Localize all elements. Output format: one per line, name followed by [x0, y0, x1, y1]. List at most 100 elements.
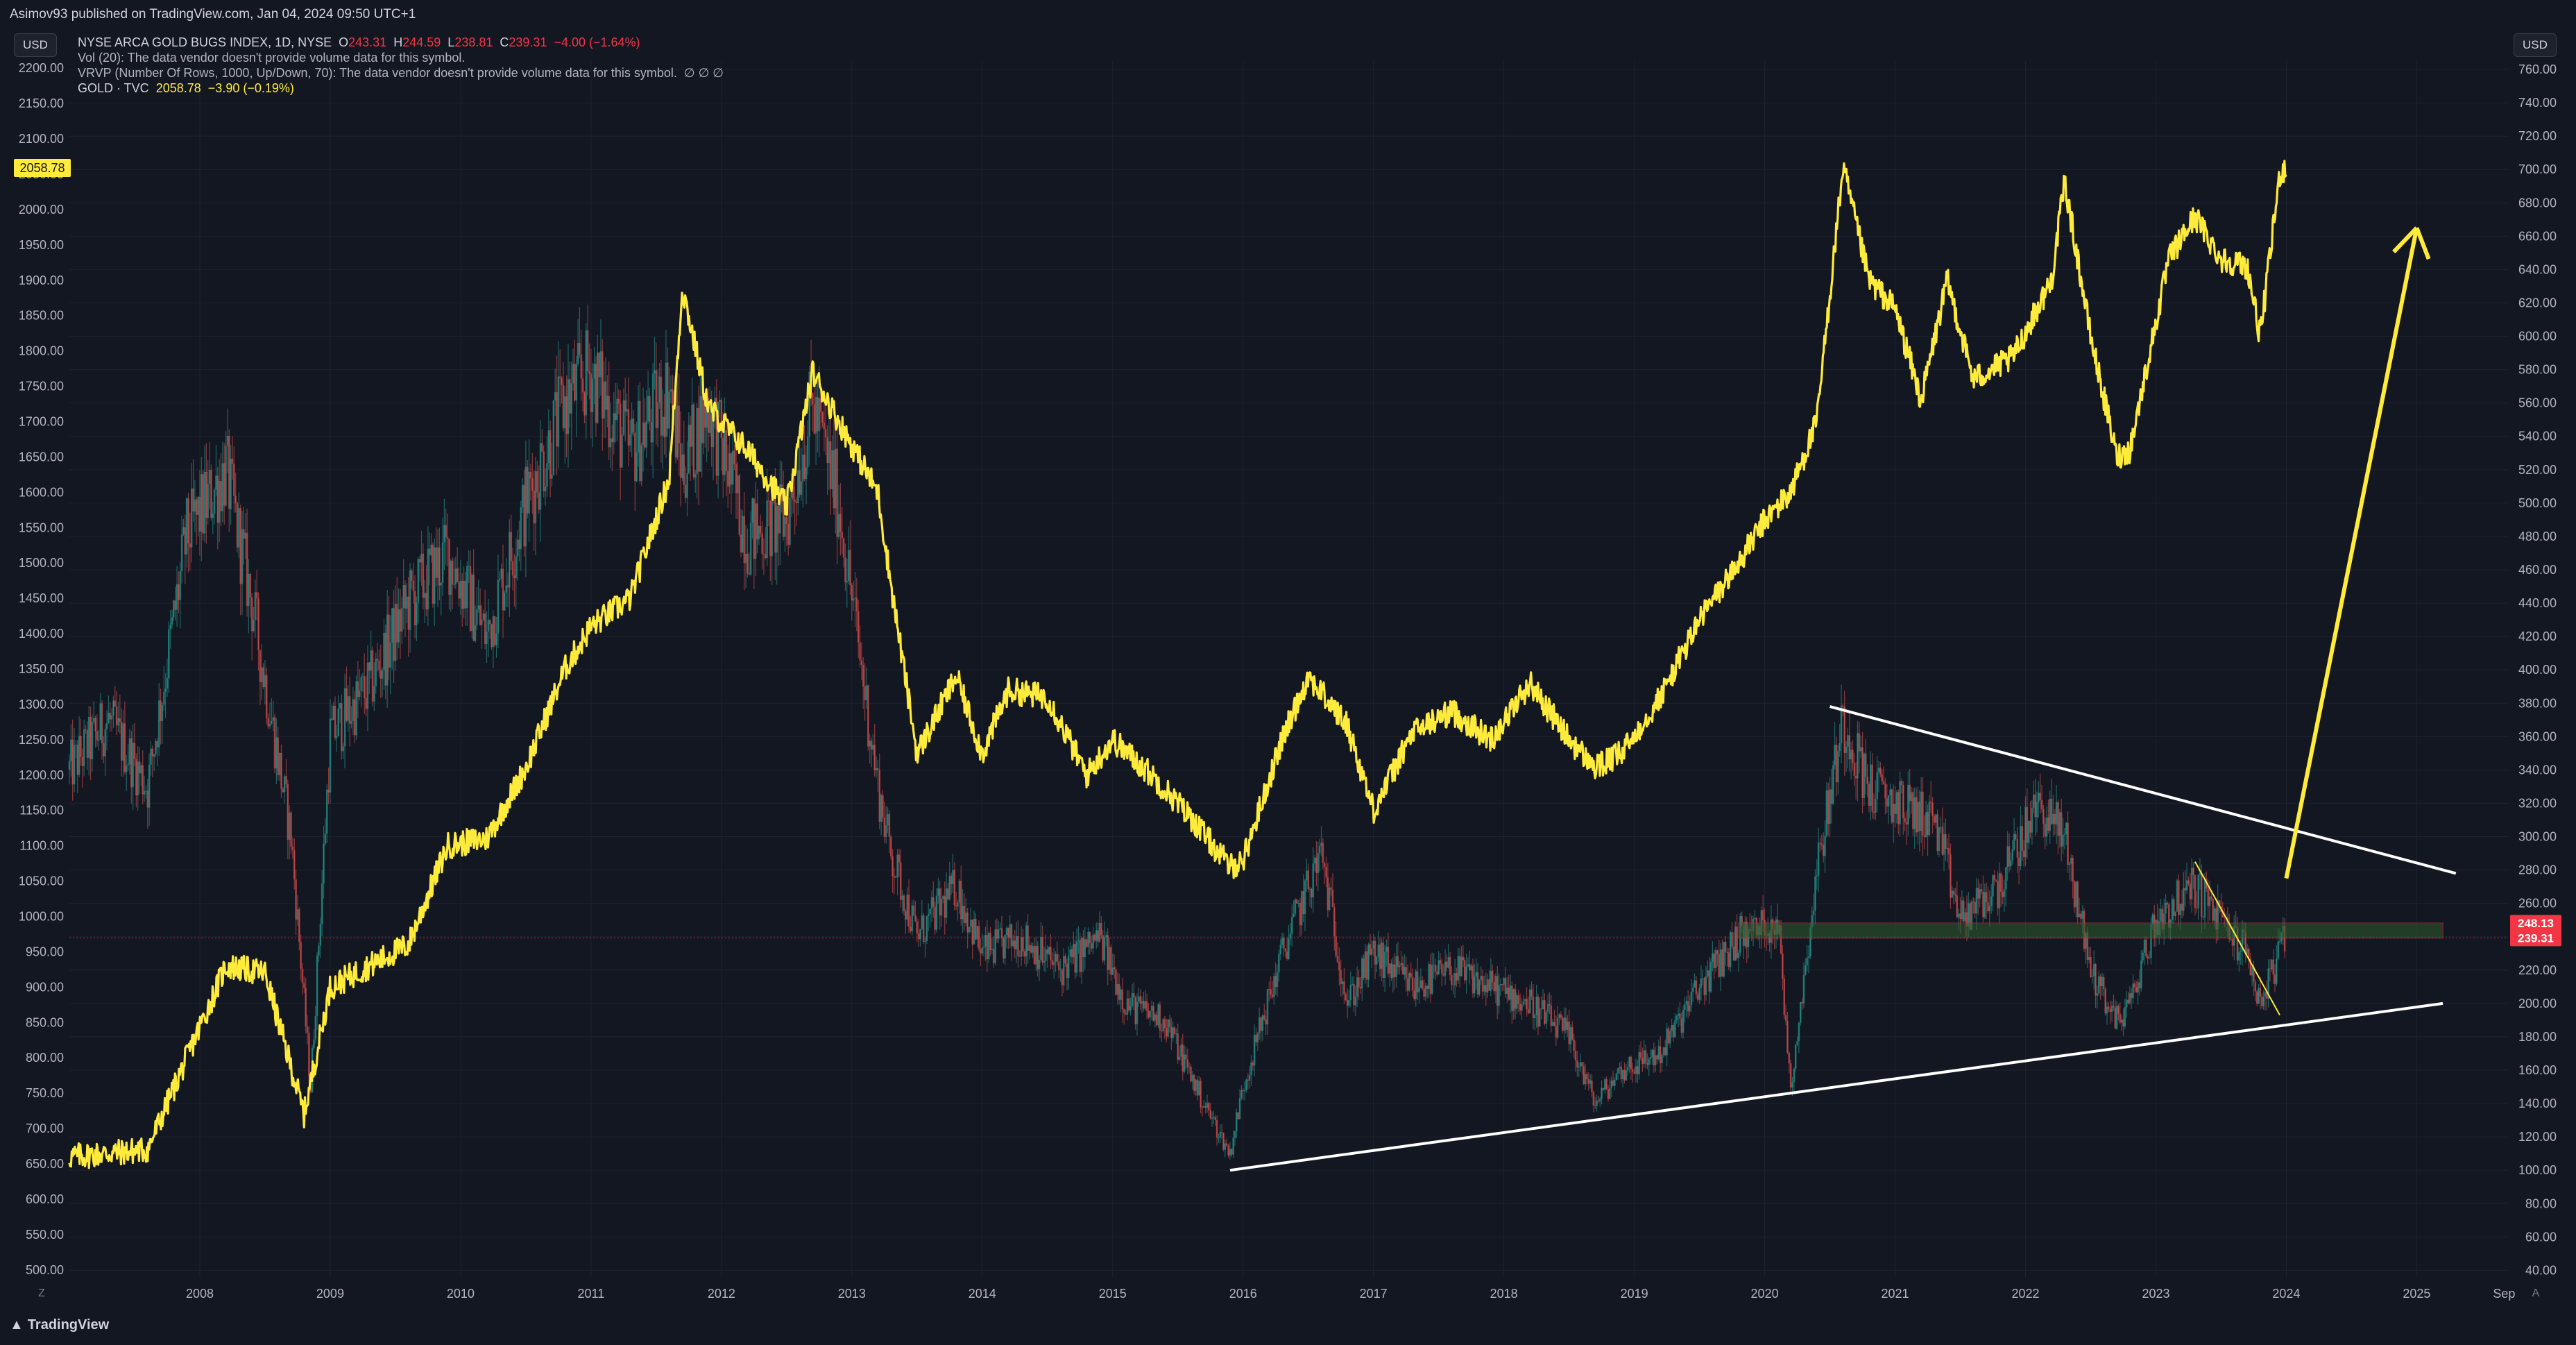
candle-body	[1415, 971, 1417, 999]
candle-body	[981, 947, 984, 954]
candle-body	[907, 895, 910, 927]
time-axis-tick-label: 2014	[969, 1287, 996, 1301]
candle-body	[1780, 925, 1782, 954]
candle-body	[719, 400, 721, 403]
candle-body	[371, 650, 374, 702]
candle-body	[1392, 964, 1394, 978]
candle-body	[717, 402, 719, 476]
candle-body	[704, 397, 706, 428]
right-axis-tick-label: 480.00	[2518, 530, 2557, 543]
candle-body	[2104, 988, 2106, 1014]
candle-body	[1592, 1092, 1595, 1106]
candle-body	[1175, 1033, 1177, 1035]
candle-body	[1426, 986, 1428, 989]
legend: NYSE ARCA GOLD BUGS INDEX, 1D, NYSE O243…	[78, 35, 724, 96]
candle-body	[1284, 948, 1287, 952]
candle-body	[1480, 976, 1483, 981]
candle-body	[1840, 705, 1843, 744]
candle-body	[1979, 889, 1981, 899]
candle-body	[1805, 965, 1807, 975]
candle-body	[363, 676, 366, 699]
left-scale-button: Z	[38, 1287, 45, 1299]
right-axis-tick-label: 520.00	[2518, 463, 2557, 477]
candle-body	[771, 491, 773, 557]
candle-body	[1456, 973, 1458, 981]
candle-body	[280, 752, 282, 789]
candle-body	[984, 935, 987, 947]
left-axis-tick-label: 750.00	[26, 1086, 64, 1100]
candle-body	[1343, 981, 1345, 995]
candle-body	[663, 416, 665, 437]
candle-body	[1092, 934, 1094, 949]
candle-body	[1724, 942, 1727, 952]
candle-body	[1602, 1088, 1605, 1090]
right-price-axis[interactable]: 40.00 60.00 80.00 100.00 120.00 140.00 160.00 1…	[2518, 62, 2557, 1277]
left-axis-tick-label: 1650.00	[19, 450, 64, 464]
candle-body	[1947, 848, 1950, 855]
candle-body	[1165, 1028, 1168, 1037]
legend-vrvp[interactable]: VRVP (Number Of Rows, 1000, Up/Down, 70)…	[78, 65, 724, 81]
candle-body	[1073, 943, 1075, 958]
tradingview-logo[interactable]: ▲ TradingView	[10, 1317, 109, 1333]
candle-body	[899, 862, 902, 900]
time-axis-tick-label: 2009	[316, 1287, 344, 1301]
candle-body	[1270, 989, 1272, 995]
candle-body	[1100, 923, 1102, 936]
candle-body	[1927, 812, 1929, 836]
candle-body	[1105, 935, 1107, 938]
left-price-axis[interactable]: 500.00 550.00 600.00 650.00 700.00 750.00 800.…	[19, 61, 64, 1277]
candle-body	[1564, 1017, 1567, 1031]
candle-body	[929, 908, 931, 915]
candle-body	[2021, 826, 2024, 851]
left-axis-tick-label: 2200.00	[19, 61, 64, 75]
candle-body	[73, 745, 76, 785]
candle-body	[1917, 802, 1919, 833]
candle-body	[1390, 963, 1392, 978]
candle-body	[179, 571, 182, 600]
candle-body	[290, 812, 292, 847]
candle-body	[2259, 988, 2262, 997]
candle-body	[737, 475, 739, 493]
legend-volume[interactable]: Vol (20): The data vendor doesn't provid…	[78, 50, 724, 65]
candle-body	[1703, 978, 1705, 995]
candle-body	[738, 475, 740, 535]
candle-body	[484, 613, 486, 645]
candle-body	[538, 492, 540, 510]
candle-body	[1098, 923, 1101, 942]
candle-body	[1429, 964, 1432, 994]
candle-body	[2119, 1013, 2122, 1023]
legend-gold[interactable]: GOLD · TVC 2058.78 −3.90 (−0.19%)	[78, 81, 724, 96]
left-axis-tick-label: 1550.00	[19, 521, 64, 534]
candle-body	[2258, 988, 2260, 1004]
candle-body	[1876, 772, 1879, 800]
candle-body	[1990, 896, 1993, 906]
left-axis-tick-label: 1050.00	[19, 874, 64, 888]
candle-body	[2130, 993, 2133, 999]
candle-body	[683, 454, 685, 485]
candle-body	[1003, 938, 1005, 958]
candle-body	[835, 448, 837, 509]
candle-body	[857, 611, 860, 643]
candle-body	[679, 443, 682, 478]
candle-body	[2062, 834, 2064, 847]
candle-body	[1612, 1080, 1614, 1086]
candle-body	[477, 605, 480, 610]
candle-body	[288, 812, 291, 840]
legend-main-symbol[interactable]: NYSE ARCA GOLD BUGS INDEX, 1D, NYSE O243…	[78, 35, 724, 50]
time-axis[interactable]: 2008 2009 2010 2011 2012 2013 2014 2015 2016 2017…	[38, 1287, 2540, 1301]
candle-body	[1712, 954, 1714, 962]
candle-body	[1020, 937, 1023, 957]
candle-body	[441, 542, 444, 583]
candle-body	[2271, 959, 2273, 970]
left-currency-button[interactable]: USD	[14, 33, 57, 57]
candle-body	[105, 723, 108, 729]
right-currency-button[interactable]: USD	[2514, 33, 2557, 57]
candle-body	[1428, 964, 1430, 989]
candle-body	[1633, 1072, 1635, 1074]
candle-body	[852, 598, 855, 601]
candle-body	[1462, 956, 1465, 961]
candle-body	[2125, 999, 2128, 1008]
candle-body	[617, 398, 620, 404]
candle-body	[2267, 968, 2269, 999]
candle-body	[2163, 913, 2165, 930]
